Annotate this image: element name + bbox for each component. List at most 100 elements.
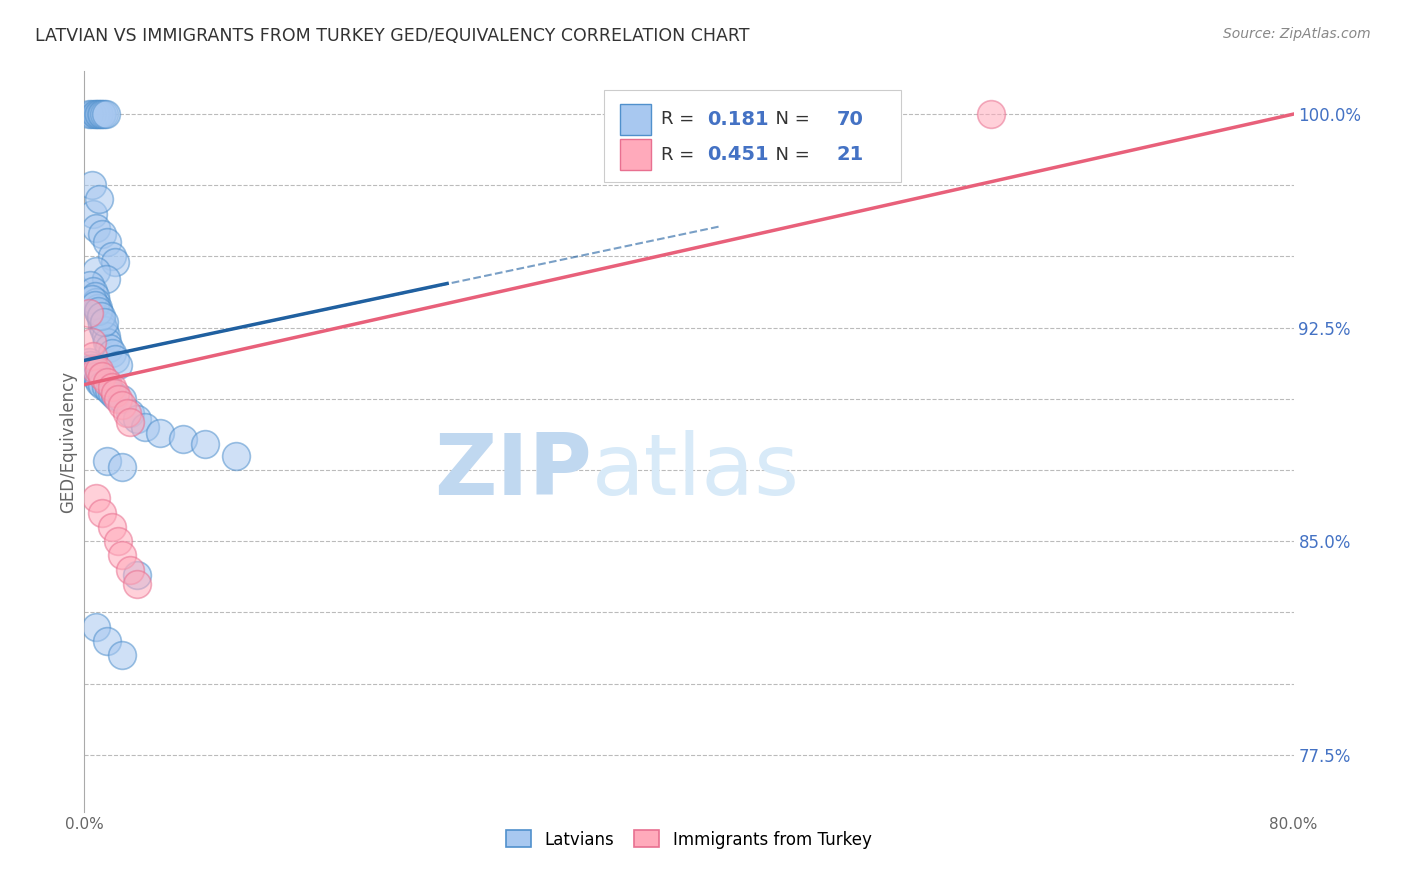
Legend: Latvians, Immigrants from Turkey: Latvians, Immigrants from Turkey [499,823,879,855]
Point [82,349,104,363]
FancyBboxPatch shape [605,90,901,183]
Point [84,366,107,380]
Point [89,363,111,377]
Point [107,358,129,372]
Point [94,329,117,343]
Point [91,318,114,332]
Point [100,386,122,401]
Point [80,292,103,306]
Text: N =: N = [763,110,815,128]
Point [118,563,141,577]
Point [111,460,134,475]
Point [86,491,108,506]
Text: N =: N = [763,146,815,164]
Point [80,360,103,375]
Point [100,346,122,360]
Point [194,437,217,451]
Text: 0.451: 0.451 [707,145,769,164]
Point [89,306,111,320]
Point [87,301,110,315]
Text: 21: 21 [837,145,863,164]
Point [96,633,118,648]
Point [90,310,112,324]
Point [104,386,127,401]
Point [127,411,149,425]
Point [90,107,112,121]
Point [225,449,247,463]
Point [94,107,117,121]
Point [89,107,111,121]
Y-axis label: GED/Equivalency: GED/Equivalency [59,370,77,513]
Point [111,397,134,411]
Point [80,178,103,193]
Point [111,549,134,563]
Point [100,520,122,534]
Point [82,363,104,377]
Point [149,425,172,440]
Point [91,506,114,520]
Text: LATVIAN VS IMMIGRANTS FROM TURKEY GED/EQUIVALENCY CORRELATION CHART: LATVIAN VS IMMIGRANTS FROM TURKEY GED/EQ… [35,27,749,45]
Point [86,295,108,310]
Point [96,235,118,250]
Point [134,420,156,434]
Point [86,221,108,235]
Point [115,406,138,420]
Point [87,372,110,386]
Point [84,289,107,303]
Point [118,415,141,429]
Point [90,312,112,326]
Point [86,620,108,634]
Point [93,323,115,337]
Point [96,375,118,389]
Point [172,432,194,446]
Point [97,384,120,398]
Point [127,577,149,591]
Point [87,107,110,121]
Point [96,454,118,468]
Text: R =: R = [661,110,700,128]
Point [94,272,117,286]
Text: R =: R = [661,146,700,164]
Point [80,334,103,349]
Point [89,375,111,389]
Text: 70: 70 [837,110,863,128]
Point [79,277,101,292]
Point [77,306,100,320]
Point [77,107,100,121]
Point [91,377,114,392]
Point [86,107,108,121]
Point [87,303,110,318]
Point [84,298,107,312]
Point [86,263,108,277]
Point [980,107,1002,121]
Point [79,358,101,372]
Point [89,193,111,207]
Text: Source: ZipAtlas.com: Source: ZipAtlas.com [1223,27,1371,41]
Point [80,107,103,121]
Point [82,284,104,298]
FancyBboxPatch shape [620,103,651,135]
Point [82,207,104,221]
Point [86,363,108,377]
Text: ZIP: ZIP [434,430,592,513]
Point [107,392,129,406]
Point [107,534,129,549]
Text: atlas: atlas [592,430,800,513]
Point [93,315,115,329]
Point [86,369,108,384]
Point [94,380,117,394]
Text: 0.181: 0.181 [707,110,769,128]
FancyBboxPatch shape [620,139,651,170]
Point [111,392,134,406]
Point [104,255,127,269]
Point [104,351,127,366]
Point [84,107,107,121]
Point [97,341,120,355]
Point [91,227,114,241]
Point [91,369,114,384]
Point [111,648,134,662]
Point [96,334,118,349]
Point [100,249,122,263]
Point [93,107,115,121]
Point [118,406,141,420]
